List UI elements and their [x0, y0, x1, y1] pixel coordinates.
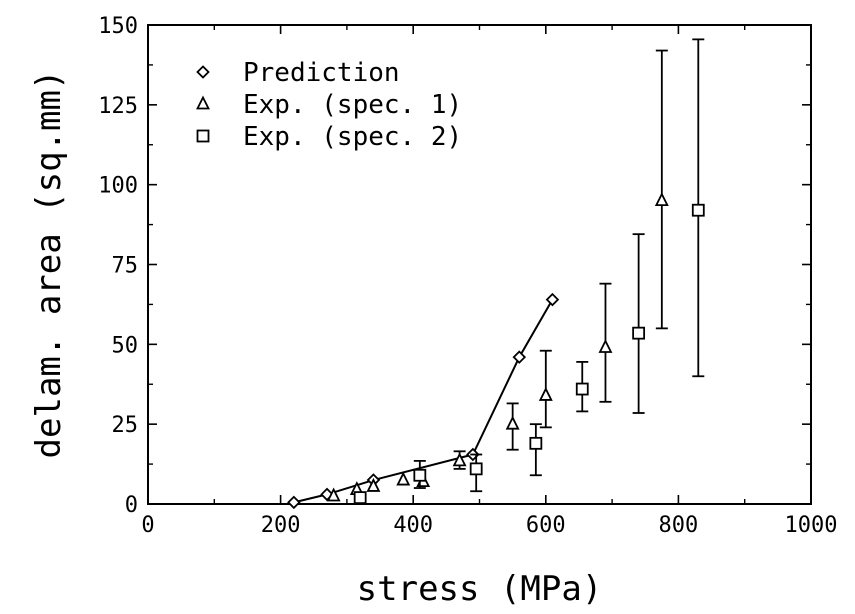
data-point: [326, 487, 341, 502]
data-point: [287, 495, 301, 510]
data-point: [452, 452, 467, 467]
y-tick-label: 125: [98, 94, 138, 119]
y-tick-label: 75: [112, 254, 139, 279]
x-tick-label: 400: [393, 513, 433, 538]
data-point: [632, 326, 646, 340]
data-point: [469, 462, 483, 476]
x-tick-label: 1000: [785, 513, 838, 538]
series-1: [287, 292, 560, 510]
series-2: [326, 49, 669, 502]
y-tick-label: 0: [125, 493, 138, 518]
series-line: [293, 299, 554, 504]
series-3: [353, 38, 705, 505]
data-point: [575, 382, 589, 396]
data-point: [413, 468, 427, 482]
y-axis-title: delam. area (sq.mm): [29, 70, 69, 459]
data-point: [512, 350, 527, 364]
x-tick-label: 0: [141, 513, 154, 538]
legend-marker: [196, 65, 210, 79]
legend-marker: [196, 129, 210, 143]
data-point: [353, 491, 367, 505]
y-tick-label: 150: [98, 14, 138, 39]
data-point: [529, 436, 543, 450]
axis-ticks: 0 200 400 600 800 1000 0 25 50 75 100 125 150: [98, 14, 837, 538]
data-point: [396, 471, 411, 486]
legend-marker: [196, 95, 210, 110]
legend-label: Exp. (spec. 2): [243, 122, 462, 152]
data-point: [505, 415, 520, 430]
data-point: [538, 386, 553, 401]
x-tick-label: 200: [261, 513, 301, 538]
data-point: [654, 192, 669, 207]
data-point: [691, 203, 705, 217]
plot-marks: [287, 38, 705, 510]
y-tick-label: 50: [112, 333, 139, 358]
y-tick-label: 25: [112, 413, 139, 438]
x-tick-label: 800: [659, 513, 699, 538]
x-tick-label: 600: [526, 513, 566, 538]
data-point: [598, 339, 613, 353]
data-point: [545, 292, 560, 307]
legend-label: Prediction: [243, 58, 400, 88]
x-axis-title: stress (MPa): [357, 569, 603, 609]
y-tick-label: 100: [98, 174, 138, 199]
data-point: [366, 477, 381, 492]
legend-label: Exp. (spec. 1): [243, 90, 462, 120]
